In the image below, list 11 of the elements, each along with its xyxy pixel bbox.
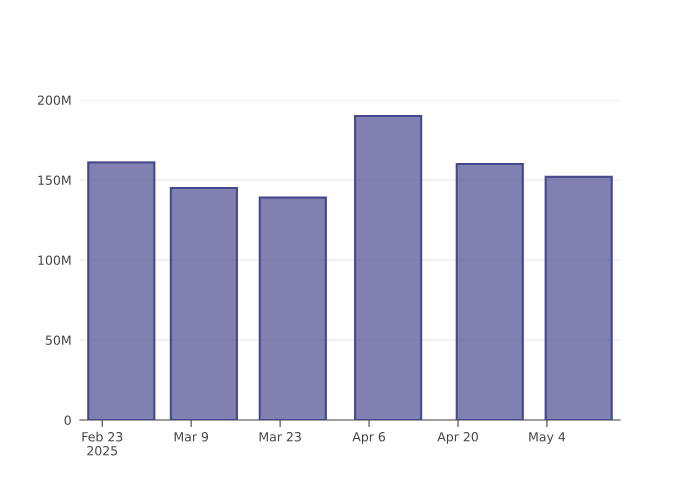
y-tick-label: 100M xyxy=(38,255,70,265)
y-tick-label: 50M xyxy=(46,335,70,345)
x-tick-label: Mar 23 xyxy=(260,432,301,442)
y-tick-label: 200M xyxy=(38,95,70,105)
y-tick-label: 0 xyxy=(64,415,71,425)
x-tick-label: May 4 xyxy=(529,432,566,444)
y-tick-label: 150M xyxy=(38,175,70,185)
x-tick-label: Apr 6 xyxy=(352,432,386,444)
x-tick-label: Apr 20 xyxy=(437,432,478,444)
x-tick-label: Feb 23 2025 xyxy=(82,432,122,456)
x-tick-label: Mar 9 xyxy=(174,432,208,442)
